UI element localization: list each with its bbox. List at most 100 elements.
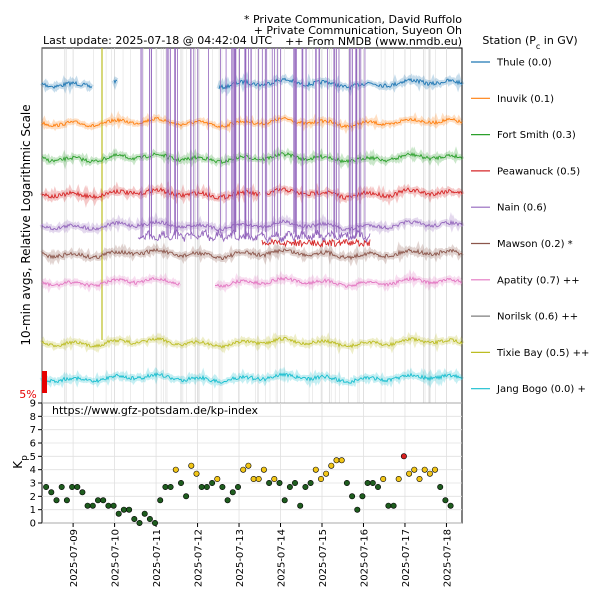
kp-panel-frame xyxy=(41,402,463,524)
legend-label-0: Thule (0.0) xyxy=(496,58,552,69)
legend-label-3: Peawanuck (0.5) xyxy=(497,166,580,177)
kp-point xyxy=(390,502,397,509)
series-line-1 xyxy=(41,116,463,129)
kp-xtick-label: 2025-07-10 xyxy=(111,529,122,587)
kp-point xyxy=(110,502,117,509)
kp-point xyxy=(214,475,221,482)
series-line-0 xyxy=(218,77,463,91)
series-0 xyxy=(40,71,465,97)
credit-line-3: ++ From NMDB (www.nmdb.eu) xyxy=(285,35,462,48)
kp-point xyxy=(120,506,127,513)
kp-point xyxy=(48,489,55,496)
kp-point xyxy=(203,483,210,490)
top-y-axis-label: 10-min avgs, Relative Logarithmic Scale xyxy=(19,104,33,345)
kp-point xyxy=(250,475,257,482)
kp-point xyxy=(235,483,242,490)
series-4 xyxy=(39,211,465,237)
kp-point xyxy=(426,470,433,477)
series-line-3 xyxy=(264,187,463,201)
series-line-8 xyxy=(41,336,463,349)
series-9 xyxy=(39,366,465,389)
kp-point xyxy=(100,497,107,504)
kp-point xyxy=(276,479,283,486)
kp-panel: 0 1 2 3 4 5 6 7 8 9 2025-07-09 2025-07-10 2025-07-11… xyxy=(11,399,463,587)
kp-point xyxy=(69,483,76,490)
kp-point xyxy=(307,479,314,486)
kp-point xyxy=(63,497,70,504)
kp-point xyxy=(74,483,81,490)
series-line-2 xyxy=(41,151,463,165)
peawanuck-drop-line xyxy=(261,238,371,248)
kp-point xyxy=(172,466,179,473)
kp-point xyxy=(255,475,262,482)
legend-title: Station (Pc in GV) xyxy=(482,34,577,51)
kp-point xyxy=(245,462,252,469)
kp-point xyxy=(411,466,418,473)
credit-line-2: + Private Communication, Suyeon Oh xyxy=(254,24,462,37)
kp-ytick-label: 7 xyxy=(30,425,36,436)
kp-point xyxy=(380,475,387,482)
kp-point xyxy=(126,506,133,513)
station-panel xyxy=(39,47,465,404)
legend-label-8: Tixie Bay (0.5) ++ xyxy=(496,348,589,359)
kp-point xyxy=(183,493,190,500)
kp-point xyxy=(302,483,309,490)
kp-point xyxy=(58,483,65,490)
kp-point xyxy=(447,502,454,509)
series-line-6 xyxy=(41,277,181,288)
legend-label-4: Nain (0.6) xyxy=(497,203,547,214)
series-line-0 xyxy=(113,79,118,85)
series-2 xyxy=(40,145,465,170)
kp-point xyxy=(188,462,195,469)
kp-ytick-label: 6 xyxy=(30,439,36,450)
kp-point xyxy=(374,483,381,490)
kp-y-axis-label: Kp xyxy=(11,455,30,469)
mawson-drop-line xyxy=(137,228,371,244)
scale-bar xyxy=(42,371,47,393)
kp-point xyxy=(359,493,366,500)
scale-bar-label: 5% xyxy=(19,388,36,401)
kp-point xyxy=(198,483,205,490)
legend-label-5: Mawson (0.2) * xyxy=(497,239,573,250)
kp-point xyxy=(349,493,356,500)
kp-point xyxy=(400,453,407,460)
legend: Thule (0.0) Inuvik (0.1) Fort Smith (0.3) P… xyxy=(471,58,589,395)
kp-point xyxy=(291,479,298,486)
kp-point xyxy=(141,510,148,517)
kp-xtick-label: 2025-07-13 xyxy=(235,529,246,587)
credit-line-1: * Private Communication, David Ruffolo xyxy=(244,13,462,26)
kp-point xyxy=(105,502,112,509)
kp-point xyxy=(152,519,159,526)
kp-point xyxy=(89,502,96,509)
kp-point xyxy=(338,457,345,464)
kp-ytick-label: 4 xyxy=(30,465,36,476)
kp-point xyxy=(354,506,361,513)
kp-point xyxy=(157,497,164,504)
kp-xtick-label: 2025-07-18 xyxy=(442,529,453,587)
kp-point xyxy=(442,497,449,504)
kp-point xyxy=(421,466,428,473)
kp-point xyxy=(271,475,278,482)
kp-point xyxy=(333,457,340,464)
kp-ytick-label: 5 xyxy=(30,452,36,463)
legend-label-9: Jang Bogo (0.0) + xyxy=(496,384,586,395)
series-8 xyxy=(39,331,465,355)
kp-point xyxy=(162,483,169,490)
kp-ytick-label: 2 xyxy=(30,492,36,503)
kp-ytick-label: 3 xyxy=(30,479,36,490)
kp-point xyxy=(79,489,86,496)
kp-xtick-label: 2025-07-09 xyxy=(69,529,80,587)
kp-point xyxy=(209,479,216,486)
kp-point xyxy=(260,466,267,473)
legend-label-2: Fort Smith (0.3) xyxy=(497,130,576,141)
kp-point xyxy=(312,466,319,473)
kp-ytick-label: 9 xyxy=(30,399,36,410)
kp-point xyxy=(146,515,153,522)
last-update-text: Last update: 2025-07-18 @ 04:42:04 UTC xyxy=(43,34,272,47)
mawson-spikes xyxy=(137,48,371,244)
legend-label-7: Norilsk (0.6) ++ xyxy=(497,312,578,323)
kp-xtick-label: 2025-07-14 xyxy=(277,529,288,587)
kp-xtick-label: 2025-07-11 xyxy=(152,529,163,587)
kp-point xyxy=(219,483,226,490)
